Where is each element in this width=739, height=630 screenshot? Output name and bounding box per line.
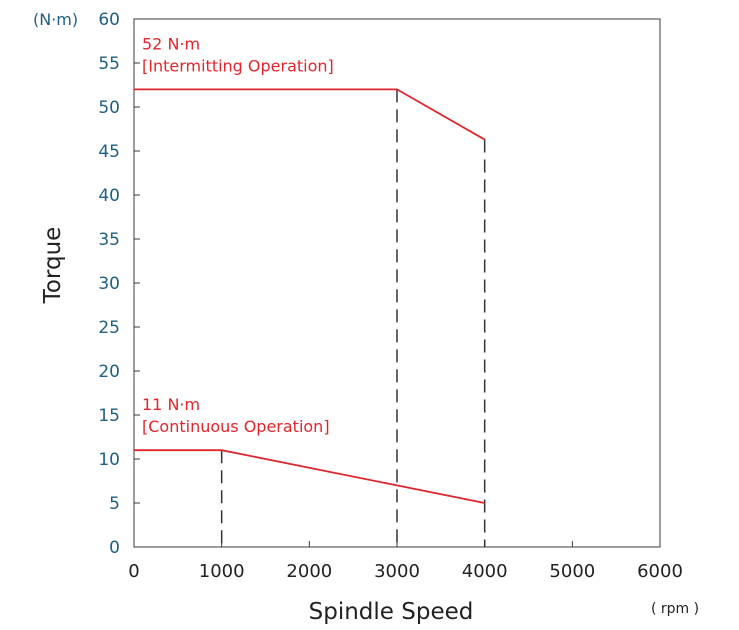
y-tick-label: 20 [98, 362, 120, 382]
y-tick-label: 40 [98, 186, 120, 206]
y-tick-label: 45 [98, 142, 120, 162]
series-lines [134, 88, 486, 504]
annotations: 52 N·m [Intermitting Operation] 11 N·m [Con… [142, 34, 334, 436]
y-tick-label: 25 [98, 318, 120, 338]
annotation-label: 11 N·m [142, 395, 200, 414]
x-axis-ticks: 0 1000 2000 3000 4000 5000 6000 [128, 541, 683, 582]
x-axis-unit: ( rpm ) [651, 601, 699, 617]
y-tick-label: 5 [109, 494, 120, 514]
y-axis-title: Torque [40, 227, 66, 305]
y-axis-unit: (N·m) [33, 10, 78, 29]
x-tick-label: 0 [128, 561, 139, 582]
y-tick-label: 35 [98, 230, 120, 250]
y-tick-label: 30 [98, 274, 120, 294]
annotation-label: [Continuous Operation] [142, 417, 330, 436]
x-axis-title: Spindle Speed [309, 599, 474, 625]
dashed-guides [220, 89, 486, 547]
x-tick-label: 6000 [637, 561, 683, 582]
annotation-label: 52 N·m [142, 34, 200, 53]
y-tick-label: 55 [98, 54, 120, 74]
x-tick-label: 2000 [286, 561, 332, 582]
y-tick-label: 10 [98, 450, 120, 470]
series-line [134, 88, 486, 141]
y-tick-label: 15 [98, 406, 120, 426]
series-line [134, 449, 485, 504]
y-tick-label: 50 [98, 98, 120, 118]
y-axis-ticks: 0 5 10 15 20 25 30 35 40 45 50 55 60 [98, 10, 140, 558]
y-tick-label: 60 [98, 10, 120, 30]
x-tick-label: 5000 [549, 561, 595, 582]
annotation-label: [Intermitting Operation] [142, 56, 334, 75]
y-tick-label: 0 [109, 538, 120, 558]
x-tick-label: 1000 [199, 561, 245, 582]
x-tick-label: 3000 [374, 561, 420, 582]
x-tick-label: 4000 [462, 561, 508, 582]
